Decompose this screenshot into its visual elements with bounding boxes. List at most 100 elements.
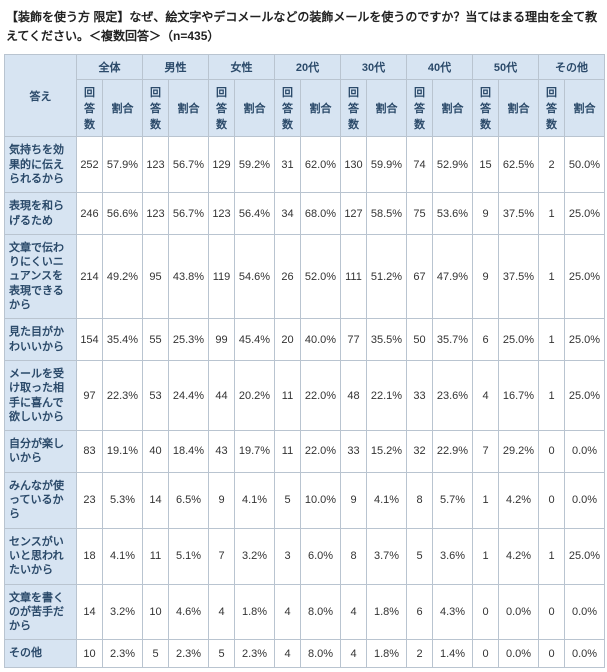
cell-count: 0 — [473, 584, 499, 640]
cell-count: 1 — [539, 360, 565, 430]
cell-count: 97 — [77, 360, 103, 430]
cell-count: 8 — [407, 472, 433, 528]
cell-percent: 56.4% — [235, 193, 275, 235]
cell-percent: 6.0% — [301, 528, 341, 584]
table-row: みんなが使っているから235.3%146.5%94.1%510.0%94.1%8… — [5, 472, 605, 528]
cell-percent: 35.5% — [367, 319, 407, 361]
cell-percent: 45.4% — [235, 319, 275, 361]
cell-percent: 4.6% — [169, 584, 209, 640]
cell-count: 20 — [275, 319, 301, 361]
cell-percent: 16.7% — [499, 360, 539, 430]
cell-count: 14 — [77, 584, 103, 640]
header-group: その他 — [539, 55, 605, 80]
cell-percent: 52.9% — [433, 137, 473, 193]
header-answer: 答え — [5, 55, 77, 137]
cell-percent: 0.0% — [565, 640, 605, 667]
cell-count: 119 — [209, 234, 235, 318]
cell-count: 9 — [341, 472, 367, 528]
table-row: 文章で伝わりにくいニュアンスを表現できるから21449.2%9543.8%119… — [5, 234, 605, 318]
header-group: 女性 — [209, 55, 275, 80]
cell-count: 7 — [473, 431, 499, 473]
cell-count: 127 — [341, 193, 367, 235]
cell-count: 95 — [143, 234, 169, 318]
cell-count: 214 — [77, 234, 103, 318]
row-label: 気持ちを効果的に伝えられるから — [5, 137, 77, 193]
cell-percent: 2.3% — [103, 640, 143, 667]
cell-percent: 1.8% — [235, 584, 275, 640]
cell-count: 34 — [275, 193, 301, 235]
cell-count: 83 — [77, 431, 103, 473]
cell-count: 32 — [407, 431, 433, 473]
cell-percent: 10.0% — [301, 472, 341, 528]
cell-count: 4 — [275, 584, 301, 640]
cell-percent: 52.0% — [301, 234, 341, 318]
cell-count: 9 — [209, 472, 235, 528]
cell-percent: 58.5% — [367, 193, 407, 235]
row-label: その他 — [5, 640, 77, 667]
row-label: 見た目がかわいいから — [5, 319, 77, 361]
cell-percent: 5.7% — [433, 472, 473, 528]
cell-percent: 8.0% — [301, 640, 341, 667]
cell-percent: 53.6% — [433, 193, 473, 235]
header-percent: 割合 — [103, 80, 143, 137]
cell-count: 123 — [209, 193, 235, 235]
header-count: 回答数 — [77, 80, 103, 137]
cell-percent: 0.0% — [499, 584, 539, 640]
cell-count: 8 — [341, 528, 367, 584]
cell-percent: 40.0% — [301, 319, 341, 361]
row-label: みんなが使っているから — [5, 472, 77, 528]
cell-count: 2 — [539, 137, 565, 193]
table-row: 自分が楽しいから8319.1%4018.4%4319.7%1122.0%3315… — [5, 431, 605, 473]
table-row: その他102.3%52.3%52.3%48.0%41.8%21.4%00.0%0… — [5, 640, 605, 667]
cell-count: 5 — [209, 640, 235, 667]
cell-percent: 35.4% — [103, 319, 143, 361]
header-count: 回答数 — [341, 80, 367, 137]
cell-percent: 5.3% — [103, 472, 143, 528]
cell-count: 40 — [143, 431, 169, 473]
cell-count: 3 — [275, 528, 301, 584]
cell-percent: 5.1% — [169, 528, 209, 584]
cell-percent: 24.4% — [169, 360, 209, 430]
cell-percent: 6.5% — [169, 472, 209, 528]
cell-percent: 0.0% — [499, 640, 539, 667]
cell-percent: 15.2% — [367, 431, 407, 473]
cell-percent: 4.1% — [235, 472, 275, 528]
cell-percent: 4.2% — [499, 528, 539, 584]
cell-count: 53 — [143, 360, 169, 430]
cell-count: 11 — [143, 528, 169, 584]
row-label: メールを受け取った相手に喜んで欲しいから — [5, 360, 77, 430]
cell-percent: 23.6% — [433, 360, 473, 430]
cell-count: 9 — [473, 193, 499, 235]
header-group: 50代 — [473, 55, 539, 80]
header-percent: 割合 — [499, 80, 539, 137]
cell-count: 10 — [143, 584, 169, 640]
cell-percent: 22.3% — [103, 360, 143, 430]
cell-count: 67 — [407, 234, 433, 318]
cell-percent: 62.0% — [301, 137, 341, 193]
cell-percent: 37.5% — [499, 193, 539, 235]
cell-percent: 3.2% — [103, 584, 143, 640]
cell-percent: 51.2% — [367, 234, 407, 318]
table-row: センスがいいと思われたいから184.1%115.1%73.2%36.0%83.7… — [5, 528, 605, 584]
table-header: 答え 全体 男性 女性 20代 30代 40代 50代 その他 回答数割合回答数… — [5, 55, 605, 137]
cell-percent: 22.1% — [367, 360, 407, 430]
cell-count: 10 — [77, 640, 103, 667]
cell-count: 5 — [407, 528, 433, 584]
cell-count: 33 — [341, 431, 367, 473]
cell-percent: 56.6% — [103, 193, 143, 235]
cell-count: 0 — [539, 640, 565, 667]
cell-percent: 0.0% — [565, 584, 605, 640]
cell-percent: 59.9% — [367, 137, 407, 193]
cell-percent: 54.6% — [235, 234, 275, 318]
cell-count: 7 — [209, 528, 235, 584]
cell-count: 0 — [539, 584, 565, 640]
cell-count: 6 — [473, 319, 499, 361]
cell-count: 4 — [473, 360, 499, 430]
row-label: 表現を和らげるため — [5, 193, 77, 235]
header-group: 30代 — [341, 55, 407, 80]
cell-percent: 20.2% — [235, 360, 275, 430]
cell-count: 33 — [407, 360, 433, 430]
cell-percent: 4.1% — [103, 528, 143, 584]
row-label: 文章で伝わりにくいニュアンスを表現できるから — [5, 234, 77, 318]
cell-percent: 25.0% — [565, 193, 605, 235]
